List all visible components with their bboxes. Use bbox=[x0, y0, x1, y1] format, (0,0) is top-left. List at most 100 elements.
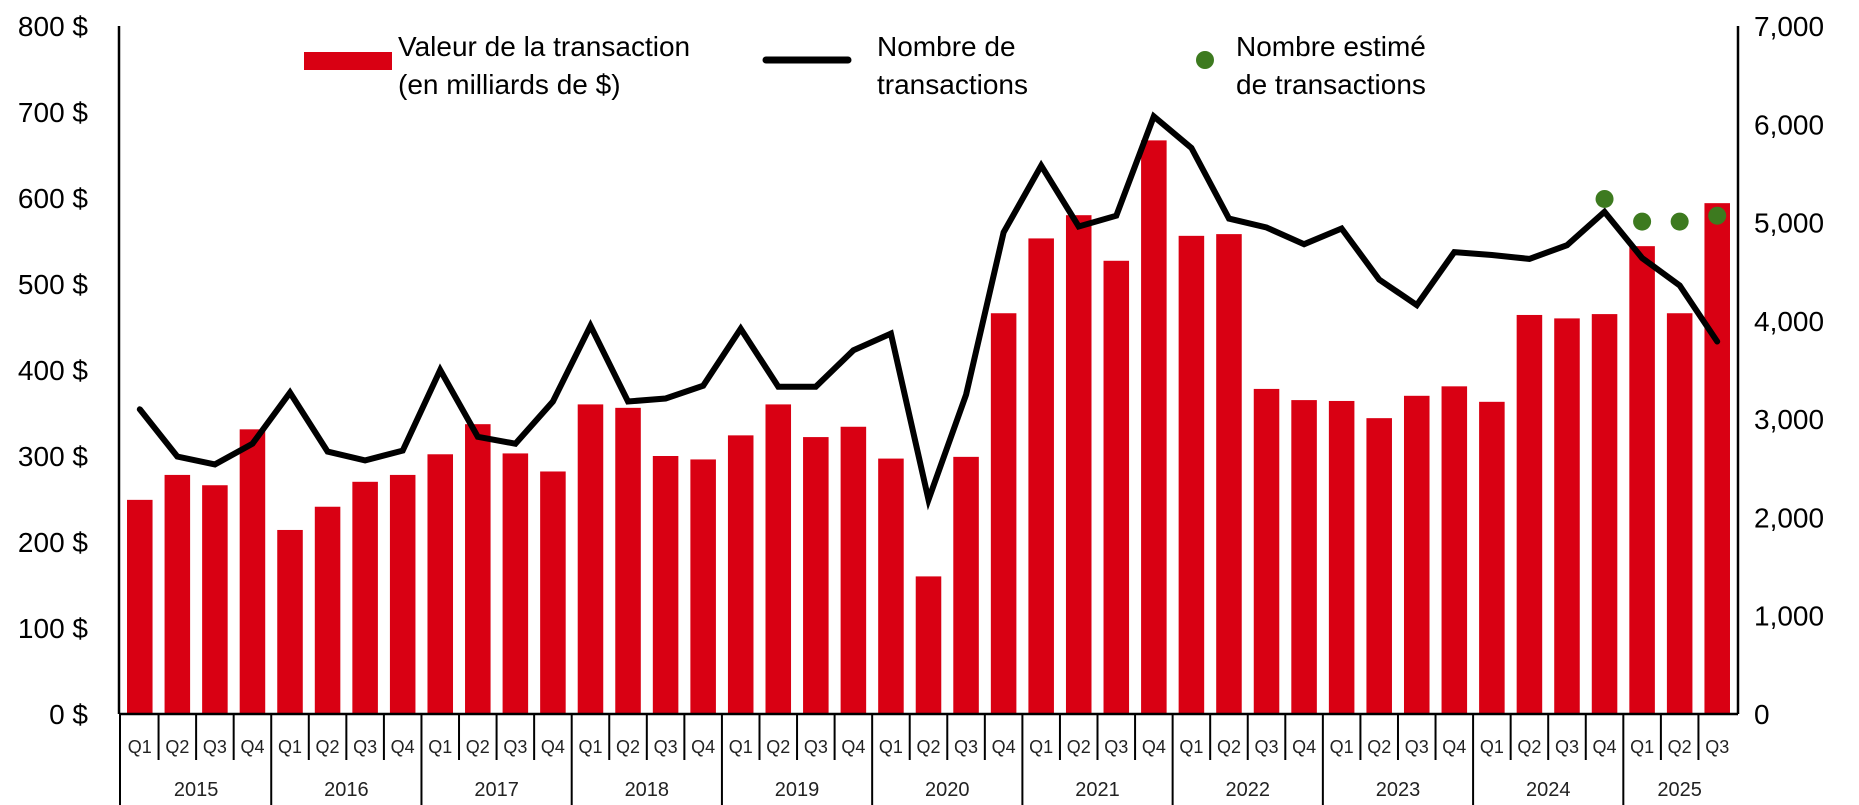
legend-label-count-line1: Nombre de bbox=[877, 31, 1016, 62]
bar bbox=[352, 481, 378, 714]
quarter-label: Q1 bbox=[1630, 737, 1654, 757]
quarter-label: Q2 bbox=[1668, 737, 1692, 757]
quarter-label: Q2 bbox=[1367, 737, 1391, 757]
right-axis-ticks: 0 1,000 2,000 3,000 4,000 5,000 6,000 7,000 bbox=[1754, 11, 1824, 730]
quarter-label: Q4 bbox=[541, 737, 565, 757]
estimate-dot bbox=[1595, 189, 1614, 208]
bar bbox=[540, 471, 566, 714]
quarter-label: Q4 bbox=[1442, 737, 1466, 757]
year-label: 2019 bbox=[775, 779, 820, 801]
year-label: 2023 bbox=[1376, 779, 1421, 801]
bar bbox=[502, 453, 529, 714]
right-tick-label: 4,000 bbox=[1754, 306, 1824, 337]
quarter-label: Q1 bbox=[1330, 737, 1354, 757]
year-label: 2024 bbox=[1526, 779, 1571, 801]
quarter-label: Q4 bbox=[1142, 737, 1166, 757]
bar bbox=[1178, 235, 1205, 714]
legend-label-estimate-line2: de transactions bbox=[1236, 69, 1426, 100]
quarter-label: Q4 bbox=[1292, 737, 1316, 757]
legend-label-value-line2: (en milliards de $) bbox=[398, 69, 621, 100]
legend-swatch-estimate bbox=[1196, 51, 1214, 69]
right-tick-label: 1,000 bbox=[1754, 601, 1824, 632]
right-tick-label: 7,000 bbox=[1754, 11, 1824, 42]
left-axis-ticks: 0 $ 100 $ 200 $ 300 $ 400 $ 500 $ 600 $ 700 $ 80… bbox=[18, 11, 88, 730]
quarter-label: Q4 bbox=[391, 737, 415, 757]
legend-label-estimate-line1: Nombre estimé bbox=[1236, 31, 1426, 62]
bar bbox=[465, 424, 491, 714]
bar bbox=[1554, 318, 1580, 714]
bar bbox=[427, 454, 454, 714]
bar bbox=[990, 313, 1017, 714]
bar bbox=[915, 576, 942, 714]
left-tick-label: 0 $ bbox=[49, 699, 88, 730]
year-label: 2025 bbox=[1657, 779, 1702, 801]
quarter-label: Q2 bbox=[616, 737, 640, 757]
bar bbox=[1479, 401, 1505, 714]
quarter-label: Q4 bbox=[691, 737, 715, 757]
bar bbox=[239, 429, 266, 714]
bar bbox=[577, 404, 604, 714]
bar bbox=[1141, 140, 1167, 714]
bar bbox=[803, 437, 829, 714]
year-label: 2021 bbox=[1075, 779, 1120, 801]
quarter-label: Q4 bbox=[841, 737, 865, 757]
quarter-label: Q2 bbox=[316, 737, 340, 757]
scatter-series-estimated bbox=[1595, 189, 1727, 231]
quarter-label: Q3 bbox=[954, 737, 978, 757]
right-tick-label: 6,000 bbox=[1754, 109, 1824, 140]
quarter-label: Q3 bbox=[654, 737, 678, 757]
bar bbox=[164, 474, 191, 714]
bar bbox=[1629, 246, 1655, 714]
bar bbox=[127, 499, 153, 714]
quarter-label: Q1 bbox=[729, 737, 753, 757]
quarter-label: Q2 bbox=[916, 737, 940, 757]
quarter-label: Q1 bbox=[1179, 737, 1203, 757]
x-axis-categories: Q1 Q2 Q3 Q4 Q1 Q2 Q3 Q4 Q1 Q2 Q3 Q4 Q1 Q2 Q3 Q4 Q1 Q2 Q3 Q4… bbox=[119, 714, 1729, 805]
line-series-count bbox=[136, 111, 1721, 511]
bar bbox=[1065, 215, 1092, 714]
quarter-label: Q3 bbox=[1405, 737, 1429, 757]
right-tick-label: 2,000 bbox=[1754, 502, 1824, 533]
quarter-label: Q4 bbox=[992, 737, 1016, 757]
bar-series-value bbox=[127, 140, 1730, 715]
right-tick-label: 5,000 bbox=[1754, 208, 1824, 239]
quarter-label: Q4 bbox=[1593, 737, 1617, 757]
year-label: 2015 bbox=[174, 779, 219, 801]
bar bbox=[389, 474, 416, 714]
quarter-label: Q3 bbox=[203, 737, 227, 757]
count-line bbox=[136, 111, 1721, 511]
bar bbox=[1028, 238, 1054, 715]
quarter-label: Q2 bbox=[1517, 737, 1541, 757]
quarter-label: Q3 bbox=[1255, 737, 1279, 757]
bar bbox=[314, 506, 341, 714]
bar bbox=[1591, 314, 1618, 714]
quarter-label: Q1 bbox=[879, 737, 903, 757]
quarter-label: Q3 bbox=[1555, 737, 1579, 757]
estimate-dot bbox=[1708, 206, 1727, 225]
bar bbox=[277, 529, 303, 714]
left-tick-label: 700 $ bbox=[18, 97, 88, 128]
bar bbox=[727, 435, 754, 714]
year-label: 2018 bbox=[625, 779, 670, 801]
legend-label-count-line2: transactions bbox=[877, 69, 1028, 100]
left-tick-label: 400 $ bbox=[18, 355, 88, 386]
bar bbox=[840, 426, 867, 714]
bar bbox=[1103, 260, 1130, 714]
quarter-label: Q1 bbox=[428, 737, 452, 757]
quarter-label: Q1 bbox=[578, 737, 602, 757]
bar bbox=[202, 485, 228, 714]
quarter-label: Q4 bbox=[240, 737, 264, 757]
bar bbox=[1403, 395, 1430, 714]
bar bbox=[1253, 388, 1280, 714]
left-tick-label: 200 $ bbox=[18, 527, 88, 558]
bar bbox=[1516, 314, 1543, 714]
quarter-label: Q1 bbox=[1029, 737, 1053, 757]
legend-swatch-value bbox=[304, 52, 392, 70]
quarter-label: Q3 bbox=[353, 737, 377, 757]
bar bbox=[1441, 386, 1468, 714]
quarter-label: Q3 bbox=[1104, 737, 1128, 757]
estimate-dot bbox=[1633, 212, 1652, 231]
year-label: 2020 bbox=[925, 779, 970, 801]
legend-label-value-line1: Valeur de la transaction bbox=[398, 31, 690, 62]
quarter-label: Q3 bbox=[503, 737, 527, 757]
